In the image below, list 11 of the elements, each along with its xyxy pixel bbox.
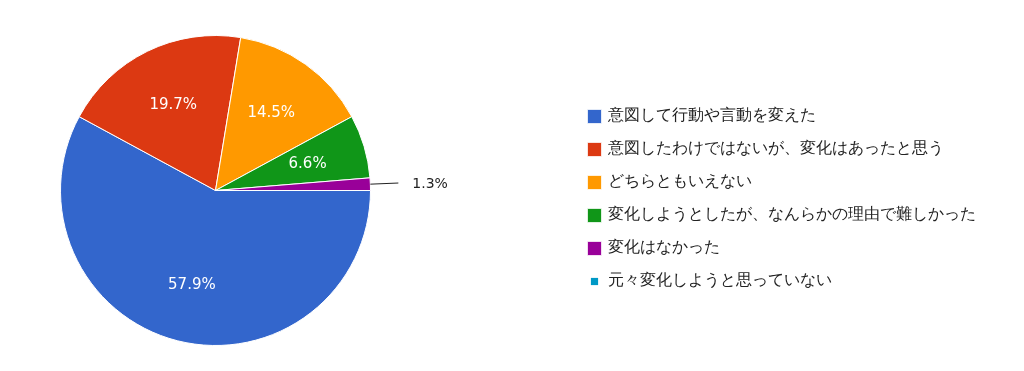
data-label: 14.5% [247, 103, 296, 122]
data-label: 19.7% [149, 95, 198, 114]
legend-label: どちらともいえない [608, 171, 752, 192]
legend-label: 変化しようとしたが、なんらかの理由で難しかった [608, 204, 976, 225]
legend-label: 意図したわけではないが、変化はあったと思う [608, 138, 944, 159]
data-label: 6.6% [288, 154, 327, 173]
legend-label: 変化はなかった [608, 237, 720, 258]
legend-label: 元々変化しようと思っていない [608, 270, 832, 291]
data-label: 1.3% [412, 175, 448, 192]
data-label: 57.9% [168, 274, 216, 293]
legend-label: 意図して行動や言動を変えた [608, 105, 816, 126]
